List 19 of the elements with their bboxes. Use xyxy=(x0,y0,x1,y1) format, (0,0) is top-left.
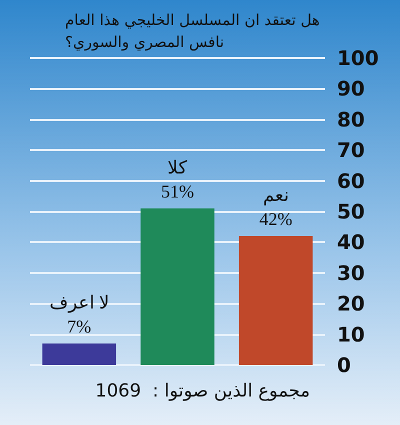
y-tick-label: 70 xyxy=(337,138,365,162)
y-tick-label: 80 xyxy=(337,107,365,132)
data-label: 51% xyxy=(161,181,194,202)
y-tick-label: 0 xyxy=(337,353,351,377)
y-tick-label: 100 xyxy=(337,46,379,70)
x-tick-label: كلا xyxy=(168,157,188,178)
y-tick-label: 40 xyxy=(337,230,365,254)
data-label: 7% xyxy=(67,316,92,337)
y-tick-label: 50 xyxy=(337,200,365,224)
text: مجموع الذين صوتوا : 1069 xyxy=(95,380,310,402)
y-tick-label: 20 xyxy=(337,292,365,316)
chart-title: هل تعتقد ان المسلسل الخليجي هذا العام نافس المصري والسوري؟ xyxy=(65,11,320,51)
y-tick-label: 30 xyxy=(337,260,365,285)
x-tick-label: نعم xyxy=(262,185,289,206)
y-tick-label: 90 xyxy=(337,76,365,101)
y-tick-label: 60 xyxy=(337,168,365,193)
data-label: 42% xyxy=(259,209,292,230)
x-tick-label: لا اعرف xyxy=(49,292,109,314)
y-tick-label: 10 xyxy=(337,322,365,346)
